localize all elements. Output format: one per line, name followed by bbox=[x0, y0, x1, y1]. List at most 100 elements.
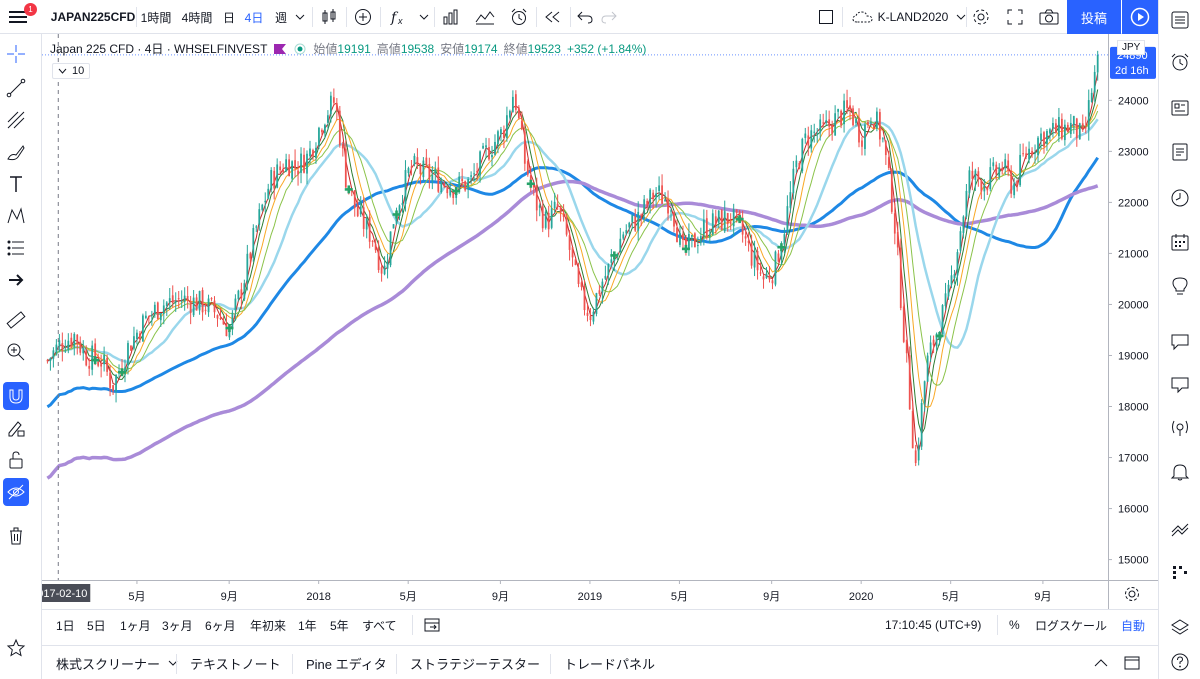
alert-button[interactable] bbox=[506, 0, 532, 34]
flag-icon[interactable] bbox=[273, 43, 287, 55]
pattern-tool[interactable] bbox=[0, 202, 32, 230]
publish-button[interactable]: 投稿 bbox=[1067, 0, 1121, 34]
ideas-button[interactable] bbox=[1164, 270, 1196, 302]
compare-button[interactable] bbox=[350, 0, 376, 34]
currency-label[interactable]: JPY bbox=[1117, 40, 1146, 55]
goto-date-button[interactable] bbox=[424, 610, 442, 640]
replay-button[interactable] bbox=[540, 0, 566, 34]
streams-button[interactable] bbox=[1164, 412, 1196, 444]
favorites-button[interactable] bbox=[0, 634, 32, 662]
snapshot-button[interactable] bbox=[1036, 0, 1062, 34]
candle-body bbox=[410, 166, 413, 168]
candle-body bbox=[559, 206, 562, 213]
auto-scale-toggle[interactable]: 自動 bbox=[1121, 618, 1146, 633]
help-button[interactable] bbox=[1164, 646, 1196, 678]
redo-button[interactable] bbox=[598, 0, 620, 34]
candle bbox=[222, 316, 225, 325]
candle bbox=[825, 110, 828, 126]
watchlist-button[interactable] bbox=[1164, 4, 1196, 36]
prediction-tool[interactable] bbox=[0, 234, 32, 262]
range-1y[interactable]: 1年 bbox=[298, 618, 317, 633]
pitchfork-tool[interactable] bbox=[0, 106, 32, 134]
remove-drawings-button[interactable] bbox=[0, 522, 32, 550]
time-zone-button[interactable]: 17:10:45 (UTC+9) bbox=[885, 618, 982, 632]
candle-body bbox=[344, 148, 347, 188]
collapse-panel-button[interactable] bbox=[1094, 646, 1108, 679]
maximize-panel-button[interactable] bbox=[1124, 646, 1140, 679]
stay-drawing-button[interactable] bbox=[0, 414, 32, 442]
financials-button[interactable] bbox=[438, 0, 464, 34]
candle-body bbox=[210, 298, 213, 300]
alerts-button[interactable] bbox=[1164, 46, 1196, 78]
fullscreen-button[interactable] bbox=[1002, 0, 1028, 34]
interval-1h[interactable]: 1時間 bbox=[140, 10, 172, 25]
chats-button[interactable] bbox=[1164, 326, 1196, 358]
crosshair-tool[interactable] bbox=[0, 40, 32, 68]
data-window-button[interactable] bbox=[1164, 92, 1196, 124]
indicator-legend-toggle[interactable]: 10 bbox=[52, 63, 91, 79]
range-3m[interactable]: 3ヶ月 bbox=[162, 618, 193, 633]
arrow-tool[interactable] bbox=[0, 266, 32, 294]
measure-tool[interactable] bbox=[0, 306, 32, 334]
brush-tool[interactable] bbox=[0, 138, 32, 166]
range-ytd[interactable]: 年初来 bbox=[250, 618, 287, 633]
messages-button[interactable] bbox=[1164, 368, 1196, 400]
range-5y[interactable]: 5年 bbox=[330, 618, 349, 633]
stream-button[interactable] bbox=[1122, 0, 1158, 34]
order-panel-button[interactable] bbox=[1164, 514, 1196, 546]
percent-toggle[interactable]: % bbox=[1009, 618, 1020, 632]
calendar-button[interactable] bbox=[1164, 226, 1196, 258]
hide-drawings-button[interactable] bbox=[3, 478, 29, 506]
undo-button[interactable] bbox=[574, 0, 596, 34]
range-5d[interactable]: 5日 bbox=[87, 618, 106, 633]
interval-4d[interactable]: 4日 bbox=[244, 10, 264, 25]
magnet-mode-button[interactable] bbox=[3, 382, 29, 410]
candle bbox=[213, 296, 216, 318]
candle-body bbox=[156, 302, 159, 319]
text-tool[interactable] bbox=[0, 170, 32, 198]
layout-name-button[interactable]: K-LAND2020 bbox=[846, 0, 972, 34]
notifications-button[interactable] bbox=[1164, 456, 1196, 488]
tab-pine-editor[interactable]: Pine エディタ bbox=[306, 656, 387, 672]
log-scale-toggle[interactable]: ログスケール bbox=[1035, 618, 1108, 633]
tab-text-notes[interactable]: テキストノート bbox=[190, 656, 281, 672]
ma-length: 10 bbox=[72, 65, 85, 77]
interval-1w[interactable]: 週 bbox=[274, 10, 287, 25]
lock-drawings-button[interactable] bbox=[0, 446, 32, 474]
range-1m[interactable]: 1ヶ月 bbox=[120, 618, 151, 633]
interval-4h[interactable]: 4時間 bbox=[181, 10, 213, 25]
range-all[interactable]: すべて bbox=[362, 618, 397, 633]
range-6m[interactable]: 6ヶ月 bbox=[205, 618, 236, 633]
tab-trading-panel[interactable]: トレードパネル bbox=[564, 656, 656, 672]
menu-button[interactable] bbox=[4, 0, 32, 34]
tab-stock-screener[interactable]: 株式スクリーナー bbox=[56, 646, 178, 679]
hotlist-button[interactable] bbox=[1164, 136, 1196, 168]
templates-button[interactable] bbox=[472, 0, 498, 34]
layout-select-button[interactable] bbox=[814, 0, 838, 34]
tab-strategy-tester[interactable]: ストラテジーテスター bbox=[410, 656, 541, 672]
calendar-clock-button[interactable] bbox=[1164, 182, 1196, 214]
interval-dropdown[interactable] bbox=[292, 0, 308, 34]
candle-body bbox=[705, 218, 708, 238]
candle bbox=[923, 380, 926, 412]
dom-button[interactable] bbox=[1164, 556, 1196, 588]
candle-body bbox=[228, 328, 231, 338]
zoom-tool[interactable] bbox=[0, 338, 32, 366]
interval-1d[interactable]: 日 bbox=[222, 10, 235, 25]
time-tick-label: 5月 bbox=[942, 591, 959, 603]
settings-button[interactable] bbox=[968, 0, 994, 34]
indicators-dropdown[interactable] bbox=[416, 0, 432, 34]
chart-pane[interactable]: 24000 23000 22000 21000 20000 19000 18000 17000… bbox=[42, 34, 1158, 609]
candle bbox=[150, 310, 153, 326]
trend-line-tool[interactable] bbox=[0, 74, 32, 102]
candle bbox=[1055, 118, 1057, 134]
axis-settings-icon[interactable] bbox=[1125, 587, 1139, 601]
object-tree-button[interactable] bbox=[1164, 612, 1196, 644]
candle bbox=[771, 278, 774, 290]
chart-type-button[interactable] bbox=[316, 0, 342, 34]
candle-body bbox=[535, 184, 538, 211]
range-1d[interactable]: 1日 bbox=[56, 618, 75, 633]
symbol-search-button[interactable]: JAPAN225CFD bbox=[50, 10, 136, 24]
price-chart[interactable]: 24000 23000 22000 21000 20000 19000 18000 17000… bbox=[42, 34, 1158, 609]
